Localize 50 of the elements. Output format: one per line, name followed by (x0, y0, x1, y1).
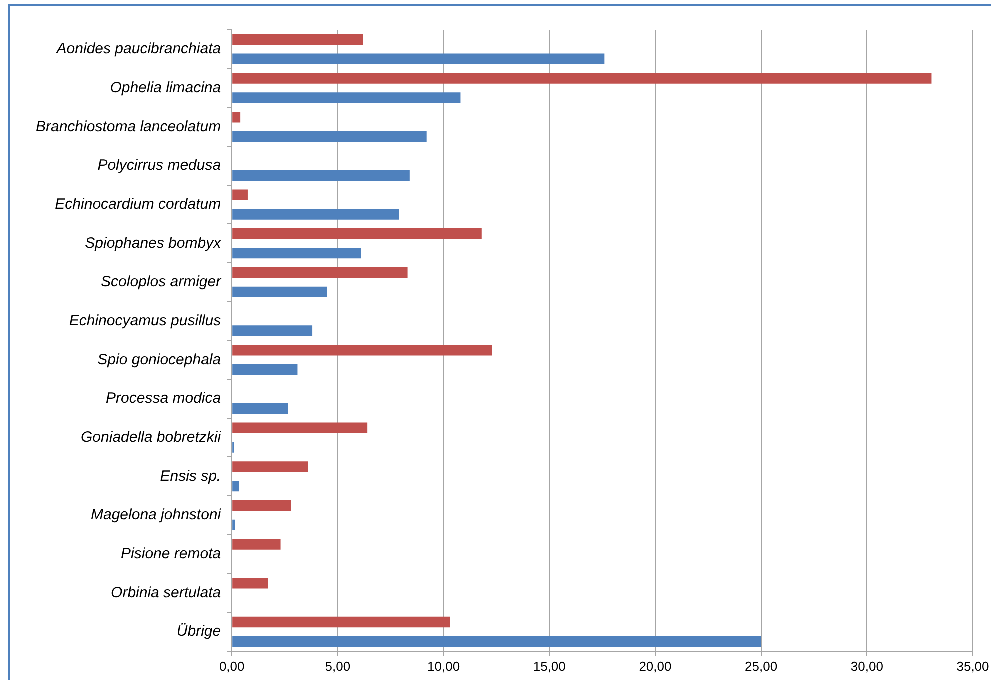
y-tick-label: Branchiostoma lanceolatum (36, 118, 222, 136)
bar (232, 190, 248, 200)
bar (232, 481, 240, 492)
bar (232, 34, 364, 46)
y-tick-label: Echinocyamus pusillus (69, 312, 222, 330)
bar (232, 209, 400, 220)
y-tick-label: Ensis sp. (160, 468, 222, 485)
bar (232, 520, 236, 531)
bar (232, 500, 292, 512)
x-tick-label: 15,00 (533, 658, 566, 674)
bar (232, 112, 241, 123)
y-tick-label: Scoloplos armiger (101, 274, 222, 291)
bar (232, 326, 313, 336)
x-tick-label: 30,00 (850, 658, 884, 674)
bar (232, 73, 932, 84)
y-tick-label: Goniadella bobretzkii (81, 428, 222, 446)
y-tick-label: Spiophanes bombyx (85, 234, 222, 252)
bar (232, 364, 298, 376)
x-tick-label: 20,00 (639, 658, 672, 674)
bar (232, 248, 362, 259)
y-tick-label: Magelona johnstoni (91, 506, 222, 524)
bar (232, 636, 762, 648)
bar (232, 286, 328, 298)
bar (232, 422, 368, 434)
bar (232, 54, 605, 64)
y-tick-label: Polycirrus medusa (98, 157, 222, 174)
x-tick-label: 10,00 (428, 658, 460, 674)
x-tick-label: 5,00 (325, 658, 351, 674)
y-tick-label: Übrige (176, 623, 222, 640)
bar (232, 539, 281, 550)
bar (232, 228, 482, 240)
y-tick-label: Echinocardium cordatum (55, 196, 222, 213)
y-tick-label: Spio goniocephala (98, 351, 222, 368)
x-tick-label: 25,00 (745, 658, 778, 674)
x-tick-label: 0,00 (219, 658, 245, 674)
bar (232, 578, 268, 589)
bar (232, 92, 461, 104)
bar (232, 403, 288, 414)
y-tick-label: Orbinia sertulata (111, 584, 222, 602)
x-tick-label: 35,00 (956, 658, 990, 674)
bar (232, 345, 492, 356)
y-tick-label: Ophelia limacina (110, 79, 222, 96)
bar (232, 170, 410, 181)
bar (232, 131, 427, 142)
y-tick-label: Processa modica (106, 390, 222, 408)
bar (232, 616, 450, 628)
y-tick-label: Aonides paucibranchiata (56, 40, 222, 58)
bar (232, 267, 408, 278)
y-tick-label: Pisione remota (121, 545, 222, 562)
bar (232, 462, 308, 472)
